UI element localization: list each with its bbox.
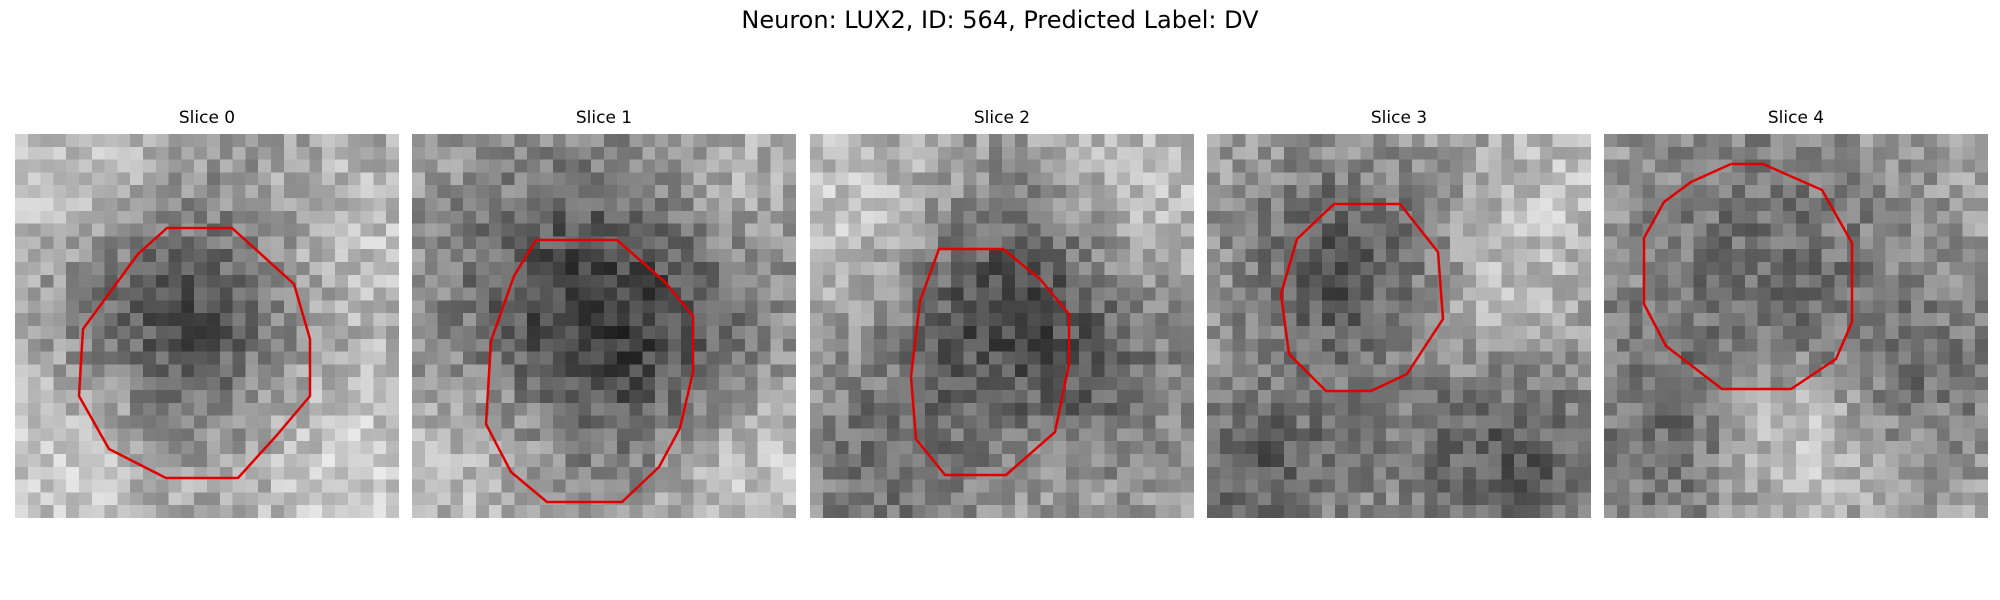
microscopy-image (15, 134, 399, 518)
slice-title: Slice 1 (575, 108, 633, 128)
slice-title: Slice 3 (1370, 108, 1428, 128)
roi-contour (1279, 202, 1445, 393)
slice-title: Slice 4 (1767, 108, 1825, 128)
microscopy-image (1207, 134, 1591, 518)
slice-title: Slice 2 (973, 108, 1031, 128)
slice-title: Slice 0 (178, 108, 236, 128)
microscopy-image (412, 134, 796, 518)
microscopy-image (810, 134, 1194, 518)
roi-contour (77, 226, 312, 480)
roi-contour (1642, 162, 1854, 391)
roi-contour (909, 247, 1071, 477)
roi-contour (484, 238, 695, 504)
figure-title: Neuron: LUX2, ID: 564, Predicted Label: … (741, 6, 1259, 34)
